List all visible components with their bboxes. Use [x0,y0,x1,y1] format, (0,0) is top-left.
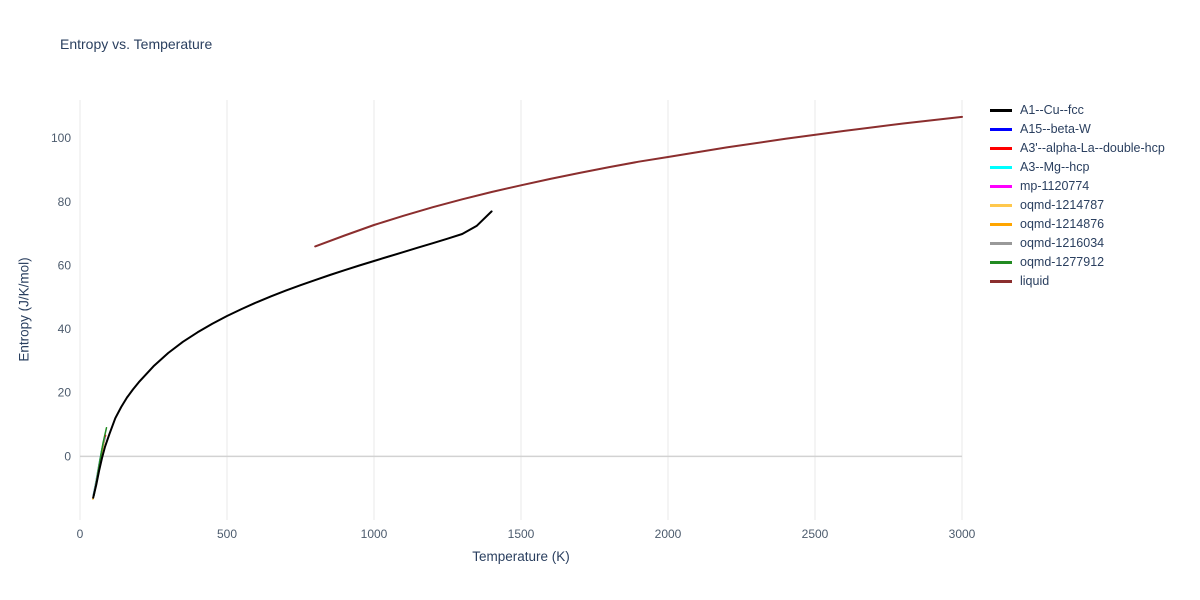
x-axis-title: Temperature (K) [472,549,570,564]
legend: A1--Cu--fcc A15--beta-W A3'--alpha-La--dou… [990,101,1165,291]
legend-label: mp-1120774 [1020,179,1090,193]
y-tick-label: 60 [58,258,72,272]
legend-label: oqmd-1277912 [1020,255,1105,269]
y-tick-label: 100 [51,131,71,145]
legend-swatch-oqmd-1216034 [990,242,1012,245]
legend-label: oqmd-1216034 [1020,236,1105,250]
legend-item-A15--beta-W[interactable]: A15--beta-W [990,120,1165,139]
y-axis-title: Entropy (J/K/mol) [16,257,32,362]
y-tick-label: 0 [64,449,71,463]
legend-label: A3--Mg--hcp [1020,160,1090,174]
legend-label: oqmd-1214876 [1020,217,1105,231]
legend-swatch-A3--Mg--hcp [990,166,1012,169]
legend-item-A3--Mg--hcp[interactable]: A3--Mg--hcp [990,158,1165,177]
x-tick-label: 500 [217,527,237,541]
series-line-A1--Cu--fcc [92,210,493,499]
legend-item-liquid[interactable]: liquid [990,272,1165,291]
legend-swatch-oqmd-1214787 [990,204,1012,207]
legend-swatch-oqmd-1277912 [990,261,1012,264]
x-tick-label: 2000 [655,527,682,541]
chart-title: Entropy vs. Temperature [60,36,213,52]
legend-item-oqmd-1277912[interactable]: oqmd-1277912 [990,253,1165,272]
legend-item-mp-1120774[interactable]: mp-1120774 [990,177,1165,196]
legend-swatch-A1--Cu--fcc [990,109,1012,112]
legend-item-oqmd-1214876[interactable]: oqmd-1214876 [990,215,1165,234]
x-tick-label: 3000 [949,527,976,541]
legend-label: liquid [1020,274,1050,288]
series-line-liquid [314,115,963,248]
legend-swatch-mp-1120774 [990,185,1012,188]
legend-label: A15--beta-W [1020,122,1091,136]
y-tick-label: 20 [58,386,72,400]
legend-swatch-A15--beta-W [990,128,1012,131]
x-tick-label: 2500 [802,527,829,541]
legend-item-oqmd-1214787[interactable]: oqmd-1214787 [990,196,1165,215]
legend-label: A3'--alpha-La--double-hcp [1020,141,1165,155]
legend-item-A1--Cu--fcc[interactable]: A1--Cu--fcc [990,101,1165,120]
x-tick-label: 1500 [508,527,535,541]
legend-item-oqmd-1216034[interactable]: oqmd-1216034 [990,234,1165,253]
x-tick-label: 0 [77,527,84,541]
x-tick-label: 1000 [361,527,388,541]
legend-label: A1--Cu--fcc [1020,103,1084,117]
legend-item-A3'--alpha-La--double-hcp[interactable]: A3'--alpha-La--double-hcp [990,139,1165,158]
y-tick-label: 40 [58,322,72,336]
legend-swatch-A3'--alpha-La--double-hcp [990,147,1012,150]
y-tick-label: 80 [58,195,72,209]
legend-label: oqmd-1214787 [1020,198,1105,212]
legend-swatch-oqmd-1214876 [990,223,1012,226]
legend-swatch-liquid [990,280,1012,283]
